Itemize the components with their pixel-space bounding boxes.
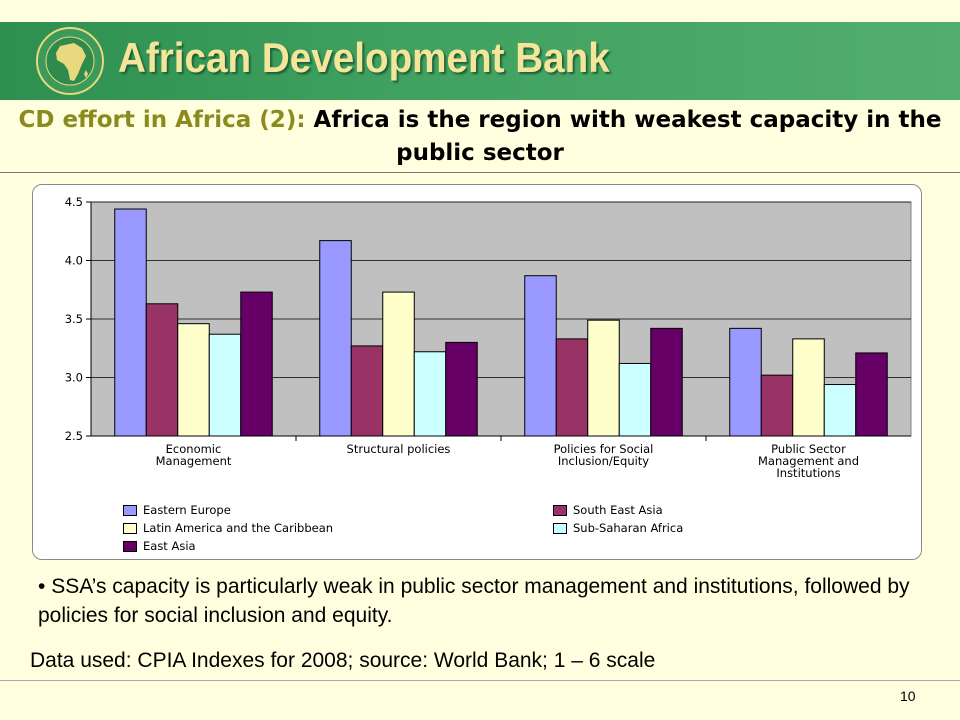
legend-item: Sub-Saharan Africa [553,521,683,535]
bar [445,341,478,437]
legend-swatch [123,540,137,552]
y-tick-label: 2.5 [65,429,83,443]
x-category-label: Inclusion/Equity [558,454,649,468]
bullet-marker: • [38,575,46,598]
footer-divider [0,680,960,681]
legend-item: Latin America and the Caribbean [123,521,333,535]
x-category-label: Management [156,454,232,468]
bar [524,275,557,437]
x-category-label: Policies for Social [554,442,654,456]
bar [555,338,589,437]
bar [650,327,683,437]
bar [350,345,384,437]
bar [823,384,857,437]
bar [319,240,352,437]
title-divider [0,172,960,173]
bar [114,208,147,437]
legend-swatch [123,522,137,534]
legend-item: South East Asia [553,503,663,517]
x-category-label: Structural policies [347,442,451,456]
data-source-note: Data used: CPIA Indexes for 2008; source… [30,649,656,672]
bar [240,291,273,437]
legend-swatch [123,504,137,516]
y-tick-label: 3.0 [65,371,83,385]
bar [145,303,179,437]
bank-name: African Development Bank [118,34,610,81]
bullet-text: SSA’s capacity is particularly weak in p… [38,575,910,627]
adb-logo [36,27,104,95]
x-category-label: Economic [166,442,222,456]
slide-title: CD effort in Africa (2): Africa is the r… [0,104,960,170]
y-tick-label: 4.5 [65,195,83,209]
title-prefix: CD effort in Africa (2): [18,107,306,133]
legend-swatch [553,522,567,534]
bullet-point: • SSA’s capacity is particularly weak in… [38,572,918,630]
bar [382,291,415,437]
bar [208,333,242,437]
x-category-label: Public Sector [771,442,846,456]
x-category-label: Institutions [776,466,840,480]
bar [618,362,652,437]
bar [792,338,825,437]
legend-label: South East Asia [573,503,663,517]
header-banner [0,22,960,100]
legend-swatch [553,504,567,516]
title-main: Africa is the region with weakest capaci… [313,107,942,166]
y-tick-label: 3.5 [65,312,83,326]
bar [587,319,620,437]
legend-item: East Asia [123,539,196,553]
legend-label: East Asia [143,539,196,553]
legend-label: Sub-Saharan Africa [573,521,684,535]
bar [760,374,794,437]
y-tick-label: 4.0 [65,254,83,268]
bar [729,327,762,437]
chart-container: 2.5 3.0 3.5 4.0 4.5 Economic Management Structu… [32,184,922,560]
x-category-label: Management and [758,454,859,468]
bar [413,351,447,437]
bar [177,323,210,437]
legend-label: Eastern Europe [143,503,231,517]
bar [855,352,888,437]
page-number: 10 [900,688,916,704]
legend-label: Latin America and the Caribbean [143,521,334,535]
legend-item: Eastern Europe [123,503,231,517]
